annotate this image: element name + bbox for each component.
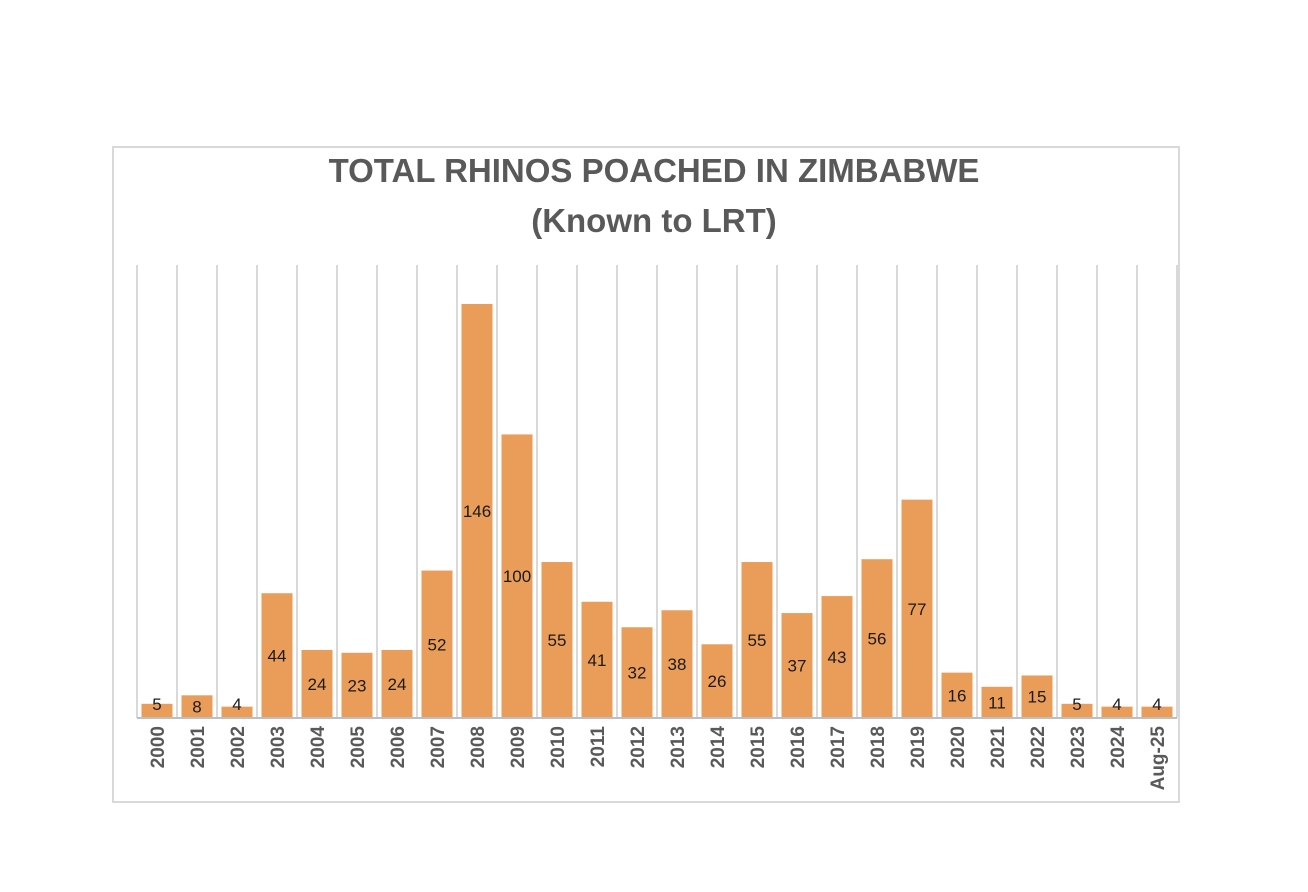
x-tick-label: 2001 xyxy=(188,726,209,769)
x-tick-label: 2012 xyxy=(628,726,649,768)
x-tick-label: 2004 xyxy=(308,726,329,769)
bar-2001 xyxy=(181,695,213,718)
x-tick-label: 2019 xyxy=(908,726,929,768)
chart-title: TOTAL RHINOS POACHED IN ZIMBABWE xyxy=(328,152,980,189)
x-tick-label: 2023 xyxy=(1068,726,1089,768)
x-tick-label: 2005 xyxy=(348,726,369,769)
bar-2016 xyxy=(781,613,813,718)
data-label: 100 xyxy=(503,567,531,586)
bar-2009 xyxy=(501,434,533,718)
x-tick-label: 2016 xyxy=(788,726,809,768)
bars xyxy=(141,304,1173,718)
bar-2005 xyxy=(341,652,373,718)
bar-2006 xyxy=(381,649,413,718)
chart-subtitle: (Known to LRT) xyxy=(531,202,777,239)
bar-2018 xyxy=(861,559,893,718)
bar-Aug-25 xyxy=(1141,706,1173,718)
bar-2010 xyxy=(541,562,573,718)
bar-2008 xyxy=(461,304,493,718)
bar-2007 xyxy=(421,570,453,718)
x-tick-label: 2024 xyxy=(1108,726,1129,769)
bar-2022 xyxy=(1021,675,1053,718)
bar-2015 xyxy=(741,562,773,718)
data-label: 4 xyxy=(232,695,241,714)
bar-2020 xyxy=(941,672,973,718)
data-label: 24 xyxy=(308,675,327,694)
bar-2011 xyxy=(581,601,613,718)
bar-2017 xyxy=(821,596,853,718)
data-label: 56 xyxy=(868,630,887,649)
data-label: 43 xyxy=(828,648,847,667)
bar-2021 xyxy=(981,686,1013,718)
x-tick-label: 2020 xyxy=(948,726,969,768)
x-tick-label: 2022 xyxy=(1028,726,1049,768)
data-label: 37 xyxy=(788,657,807,676)
bar-2013 xyxy=(661,610,693,718)
x-tick-label: 2014 xyxy=(708,726,729,769)
data-label: 55 xyxy=(748,631,767,650)
x-tick-label: 2017 xyxy=(828,726,849,768)
data-label: 38 xyxy=(668,655,687,674)
x-tick-label: 2007 xyxy=(428,726,449,768)
data-label: 44 xyxy=(268,647,287,666)
data-label: 24 xyxy=(388,675,407,694)
data-label: 32 xyxy=(628,664,647,683)
x-tick-label: 2009 xyxy=(508,726,529,768)
bar-2019 xyxy=(901,499,933,718)
bar-2012 xyxy=(621,627,653,718)
data-label: 41 xyxy=(588,651,607,670)
data-label: 23 xyxy=(348,676,367,695)
x-tick-label: 2015 xyxy=(748,726,769,769)
x-tick-label: 2010 xyxy=(548,726,569,768)
data-label: 4 xyxy=(1152,695,1161,714)
data-label: 16 xyxy=(948,686,967,705)
x-tick-label: 2008 xyxy=(468,726,489,768)
x-tick-label: 2006 xyxy=(388,726,409,768)
x-tick-labels: 2000 2001 2002 2003 2004 2005 2006 2007 2008 2009… xyxy=(148,726,1169,791)
bar-2014 xyxy=(701,644,733,718)
x-tick-label: 2011 xyxy=(588,726,609,768)
data-label: 8 xyxy=(192,698,201,717)
data-label: 146 xyxy=(463,502,491,521)
data-label: 11 xyxy=(988,693,1006,712)
x-tick-label: 2003 xyxy=(268,726,289,768)
data-label: 26 xyxy=(708,672,727,691)
data-label: 77 xyxy=(908,600,927,619)
data-label: 5 xyxy=(152,695,161,714)
bar-2024 xyxy=(1101,706,1133,718)
bar-2003 xyxy=(261,593,293,718)
bar-2004 xyxy=(301,649,333,718)
x-tick-label: Aug-25 xyxy=(1148,726,1169,791)
grid-lines xyxy=(136,265,1178,718)
data-label: 55 xyxy=(548,631,567,650)
bar-2023 xyxy=(1061,703,1093,718)
x-tick-label: 2000 xyxy=(148,726,169,768)
x-tick-label: 2018 xyxy=(868,726,889,768)
chart-title-block: TOTAL RHINOS POACHED IN ZIMBABWE (Known … xyxy=(0,146,1308,246)
data-label: 52 xyxy=(428,635,447,654)
bar-2002 xyxy=(221,706,253,718)
data-label: 5 xyxy=(1072,695,1081,714)
bar-2000 xyxy=(141,703,173,718)
data-label: 4 xyxy=(1112,695,1121,714)
x-tick-label: 2002 xyxy=(228,726,249,768)
x-tick-label: 2021 xyxy=(988,726,1009,769)
x-tick-label: 2013 xyxy=(668,726,689,768)
data-label: 15 xyxy=(1028,688,1047,707)
